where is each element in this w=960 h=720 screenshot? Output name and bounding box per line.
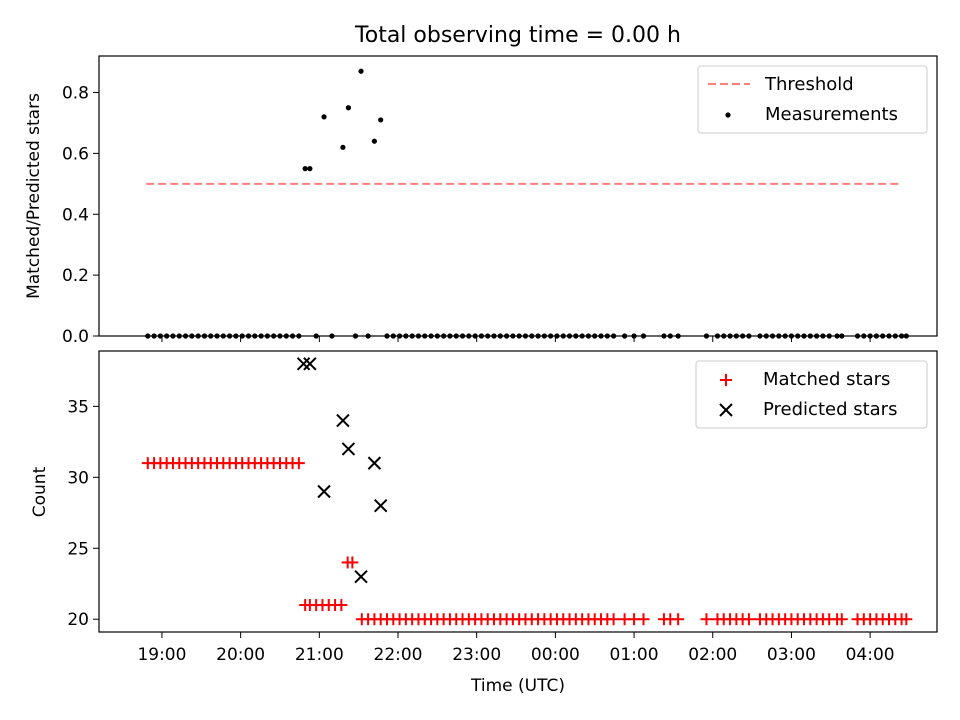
bottom-xtick-label: 22:00 (374, 645, 423, 665)
bottom-ylabel: Count (30, 466, 50, 517)
predicted-star-point (336, 413, 350, 428)
bottom-xtick-label: 19:00 (137, 645, 186, 665)
predicted-star-point (373, 498, 388, 513)
bottom-ytick-label: 20 (67, 610, 89, 630)
measurement-point (307, 166, 313, 172)
predicted-star-point (341, 442, 356, 456)
bottom-xtick-label: 02:00 (688, 645, 737, 665)
bottom-xtick-label: 21:00 (295, 645, 344, 665)
measurement-point (340, 144, 346, 150)
matched-star-point (335, 599, 348, 612)
top-ytick-label: 0.0 (62, 327, 89, 347)
bottom-legend-box (695, 360, 928, 429)
measurement-point (345, 105, 352, 111)
bottom-x-ticks: 19:00 20:00 21:00 22:00 23:00 00:00 01:00 02:00… (137, 632, 895, 665)
bottom-xlabel: Time (UTC) (470, 676, 565, 696)
bottom-xtick-label: 20:00 (216, 645, 265, 665)
top-plot-area (145, 68, 909, 339)
legend-predicted-label: Predicted stars (763, 399, 897, 420)
measurement-point (302, 166, 308, 172)
top-title: Total observing time = 0.00 h (354, 23, 681, 48)
top-ytick-label: 0.4 (62, 205, 89, 225)
bottom-xtick-label: 04:00 (846, 645, 895, 665)
matched-star-point (346, 556, 359, 569)
legend-predicted-marker (719, 403, 733, 417)
top-y-ticks: 0.0 0.2 0.4 0.6 0.8 (62, 84, 99, 347)
matched-star-point (700, 613, 713, 626)
matched-star-point (672, 613, 685, 626)
bottom-xtick-label: 03:00 (767, 645, 816, 665)
predicted-star-point (303, 357, 317, 371)
bottom-legend: Matched stars Predicted stars (695, 360, 928, 429)
bottom-panel: Count Time (UTC) 20 25 30 35 19:00 20:00 21:0… (30, 350, 938, 696)
top-legend: Threshold Measurements (697, 65, 928, 134)
bottom-ytick-label: 35 (67, 397, 89, 417)
top-ytick-label: 0.6 (62, 144, 89, 164)
legend-measurements-marker (725, 112, 731, 118)
bottom-ytick-label: 25 (67, 539, 89, 559)
top-ytick-label: 0.2 (62, 266, 89, 286)
measurement-point (378, 117, 384, 123)
matched-star-point (292, 457, 305, 470)
matched-star-point (607, 613, 620, 626)
measurement-point (321, 114, 327, 120)
bottom-ytick-label: 30 (67, 468, 89, 488)
matched-star-point (742, 613, 755, 626)
measurement-point (371, 138, 377, 144)
bottom-xtick-label: 01:00 (610, 645, 659, 665)
top-legend-box (697, 65, 928, 134)
matched-star-point (900, 613, 913, 626)
top-x-ticks (161, 336, 871, 342)
matched-star-point (835, 613, 848, 626)
top-axes-frame (98, 55, 938, 337)
matched-star-point (637, 613, 650, 626)
measurement-point (358, 68, 364, 74)
predicted-star-point (296, 357, 311, 371)
top-ylabel: Matched/Predicted stars (24, 93, 44, 299)
bottom-axes-frame (98, 350, 938, 633)
legend-matched-marker (720, 374, 732, 386)
top-panel: Total observing time = 0.00 h Matched/Pr… (24, 23, 938, 347)
legend-measurements-label: Measurements (765, 104, 898, 125)
legend-threshold-label: Threshold (764, 74, 854, 95)
bottom-plot-area (141, 357, 913, 626)
bottom-xtick-label: 00:00 (531, 645, 580, 665)
predicted-star-point (354, 569, 368, 584)
predicted-star-point (317, 484, 331, 499)
legend-matched-label: Matched stars (763, 369, 890, 390)
top-ytick-label: 0.8 (62, 84, 89, 104)
bottom-xtick-label: 23:00 (452, 645, 501, 665)
predicted-star-point (367, 456, 382, 470)
bottom-y-ticks: 20 25 30 35 (67, 397, 99, 630)
